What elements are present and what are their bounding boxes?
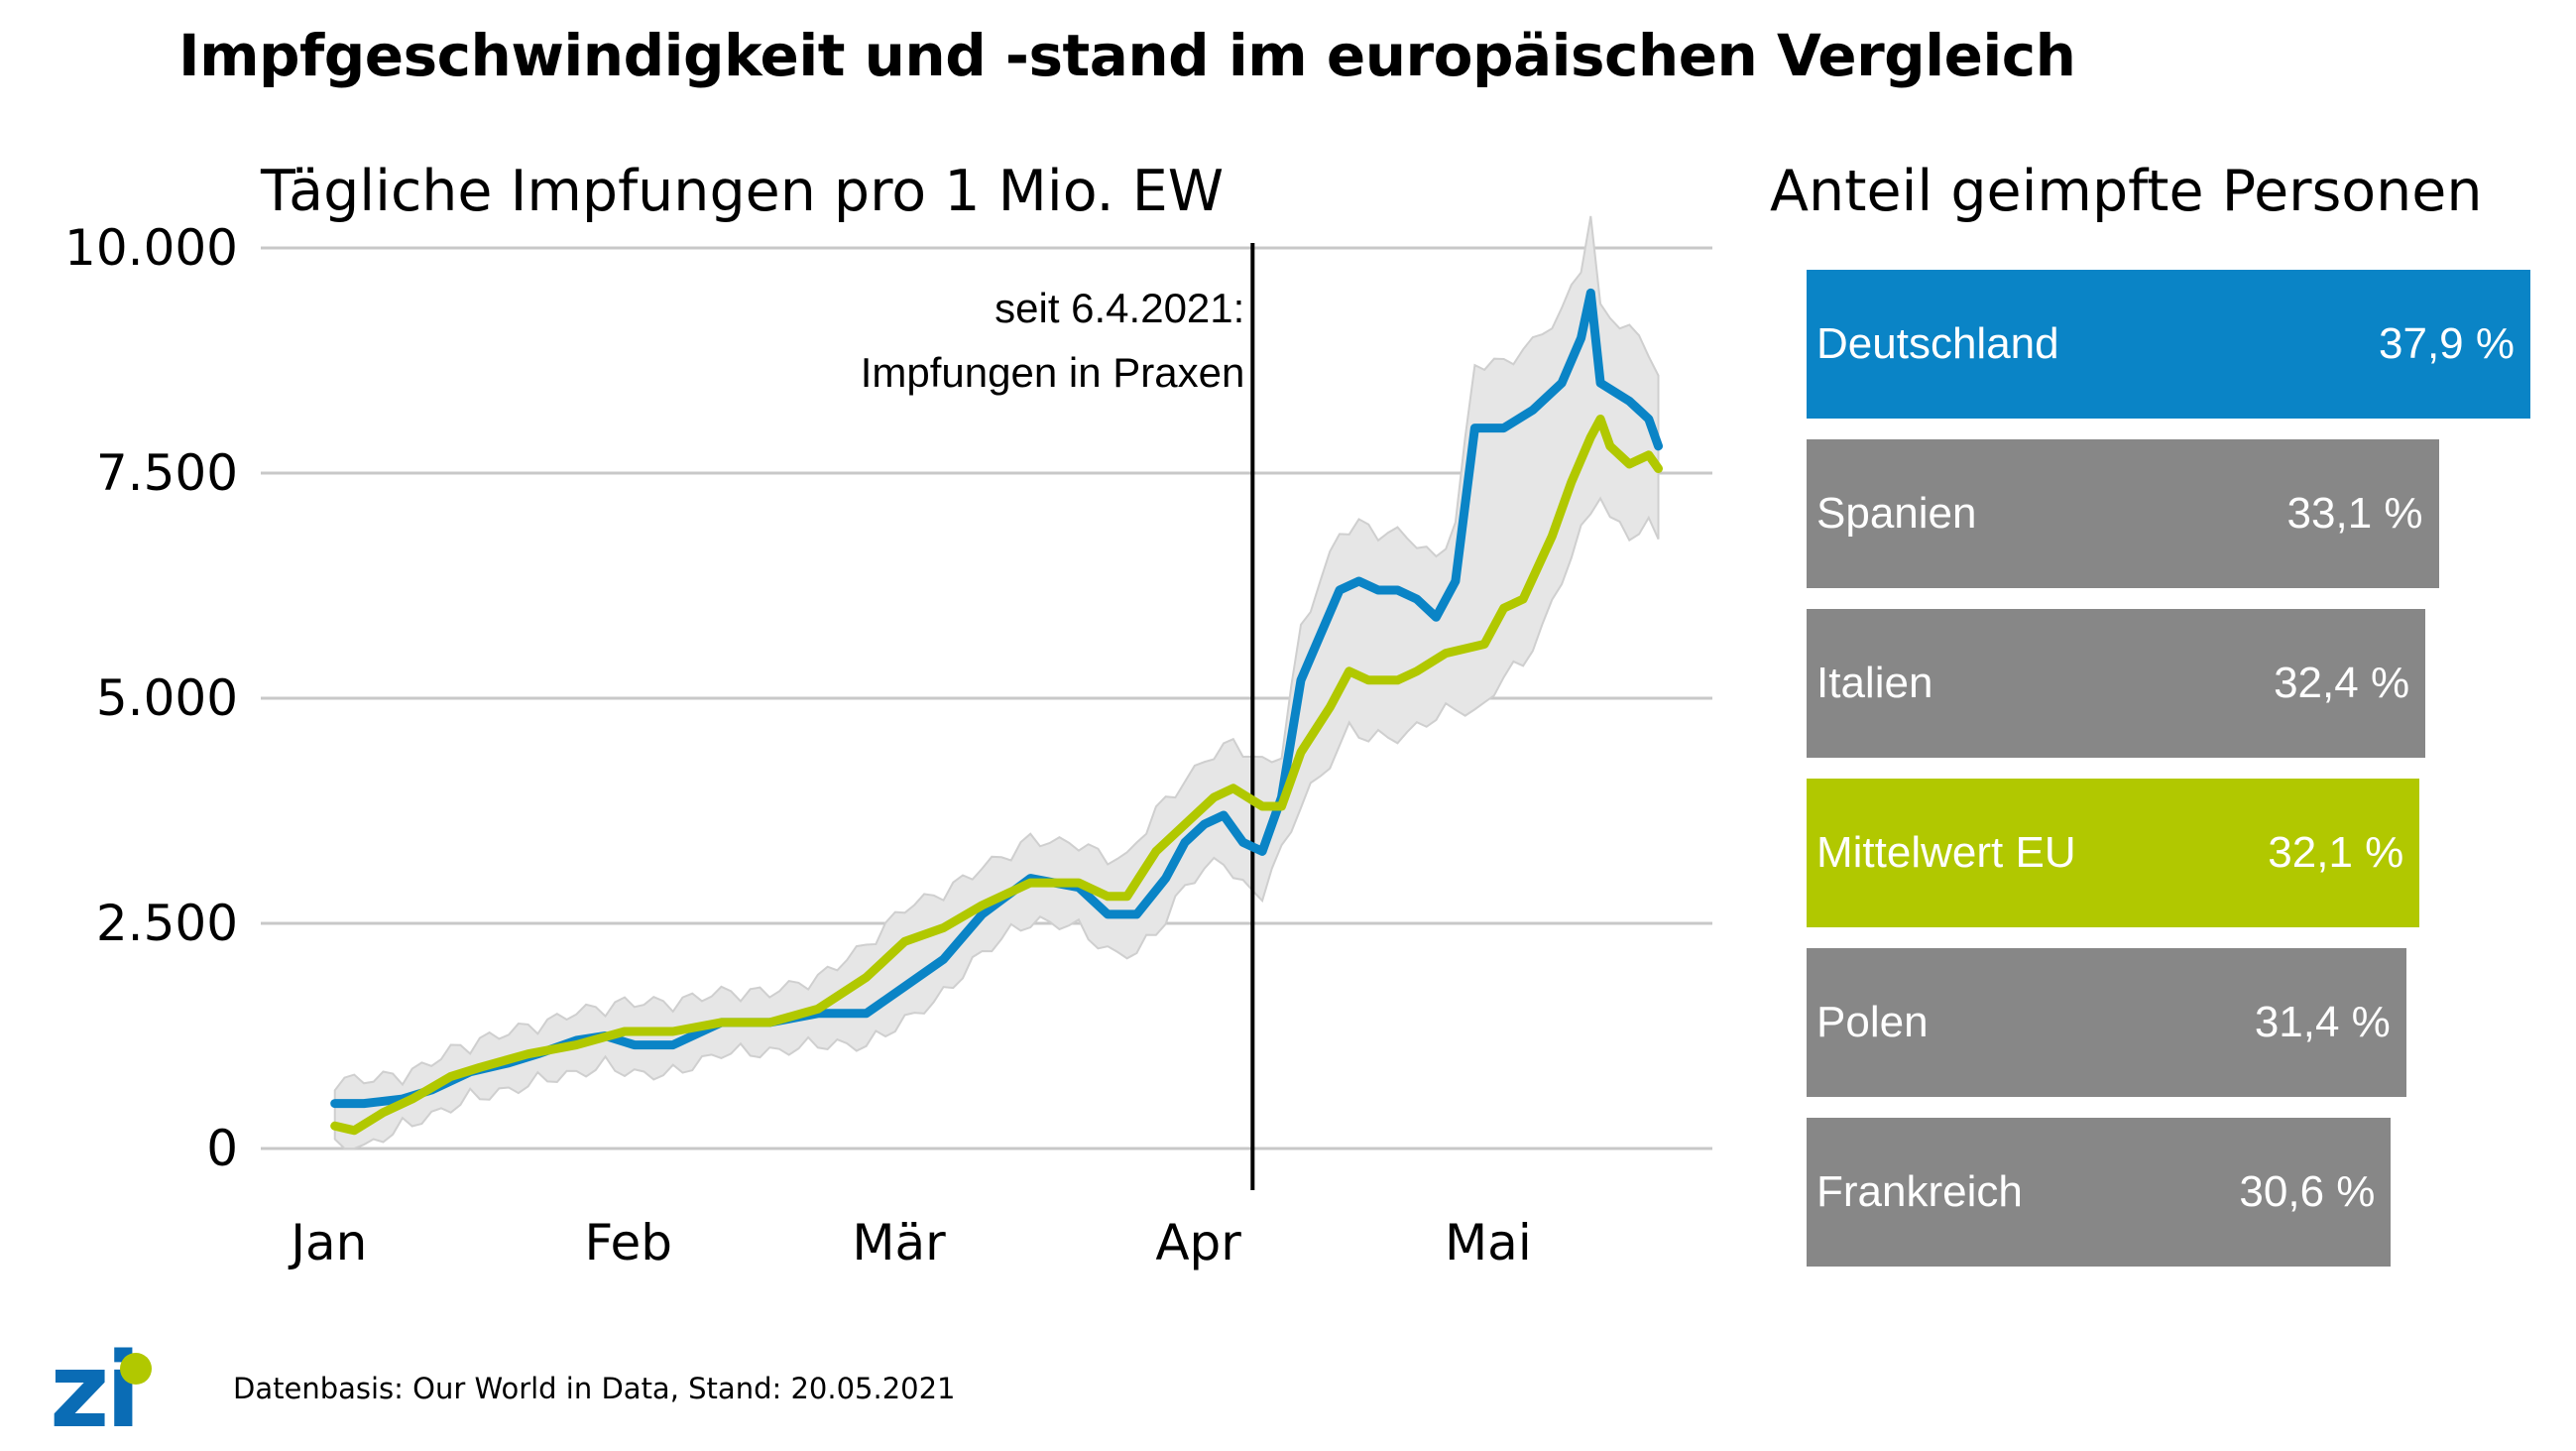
bar-value: 32,4 % [2274,659,2410,707]
bar-chart-title: Anteil geimpfte Personen [1770,159,2483,224]
x-tick-label: Mai [1445,1214,1532,1271]
bar-label: Polen [1816,998,1929,1046]
annotation-text: seit 6.4.2021: [995,285,1244,331]
bar-label: Italien [1816,659,1933,707]
x-tick-label: Apr [1155,1214,1241,1271]
line-chart-title: Tägliche Impfungen pro 1 Mio. EW [261,159,1225,224]
series-lines [330,288,1663,1136]
bar-label: Frankreich [1816,1167,2023,1216]
annotation: seit 6.4.2021: Impfungen in Praxen [861,243,1255,1190]
y-tick-label: 0 [206,1120,238,1177]
bar: Deutschland 37,9 % [1807,270,2530,419]
bar-label: Deutschland [1816,319,2059,368]
bar-value: 30,6 % [2239,1167,2376,1216]
bar-value: 33,1 % [2286,489,2423,538]
axis-ticks: 0 2.500 5.000 7.500 10.000 Jan Feb Mär Apr Mai [64,219,1532,1271]
x-tick-label: Mär [852,1214,946,1271]
bar-label: Mittelwert EU [1816,828,2076,877]
bar: Spanien 33,1 % [1807,439,2439,588]
y-tick-label: 7.500 [96,444,238,502]
y-tick-label: 10.000 [64,219,238,277]
bar: Italien 32,4 % [1807,609,2426,758]
chart-title: Impfgeschwindigkeit und -stand im europä… [178,22,2076,89]
bar-label: Spanien [1816,489,1977,538]
series-line-mittelwert-eu [330,415,1663,1136]
bar: Polen 31,4 % [1807,948,2406,1097]
bar: Mittelwert EU 32,1 % [1807,779,2420,927]
x-tick-label: Jan [288,1214,367,1271]
data-source: Datenbasis: Our World in Data, Stand: 20… [233,1372,956,1405]
bar: Frankreich 30,6 % [1807,1118,2392,1267]
x-tick-label: Feb [585,1214,673,1271]
annotation-text: Impfungen in Praxen [861,349,1245,396]
bar-value: 31,4 % [2254,998,2391,1046]
bar-value: 37,9 % [2379,319,2515,368]
y-tick-label: 5.000 [96,669,238,727]
bar-value: 32,1 % [2268,828,2404,877]
zi-logo: zi [50,1330,141,1451]
y-tick-label: 2.500 [96,895,238,952]
logo-dot-icon [120,1353,152,1385]
